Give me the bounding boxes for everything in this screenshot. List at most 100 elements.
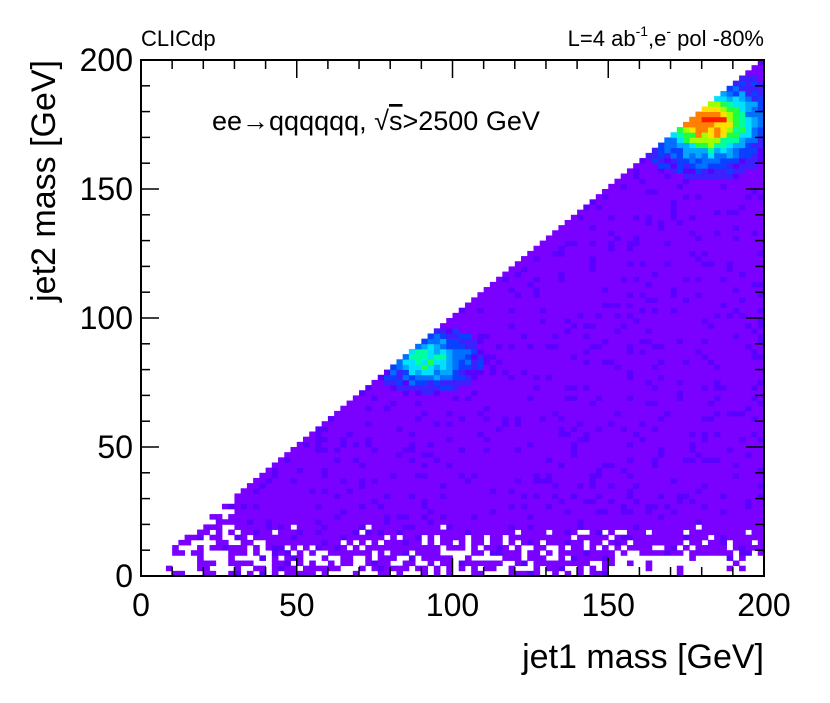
heatmap-cell: [664, 493, 671, 499]
heatmap-cell: [707, 447, 715, 453]
heatmap-cell: [440, 348, 447, 355]
heatmap-cell: [732, 416, 740, 422]
heatmap-cell: [608, 364, 615, 370]
heatmap-cell: [464, 390, 472, 396]
heatmap-cell: [670, 312, 678, 319]
heatmap-cell: [739, 142, 746, 149]
heatmap-cell: [745, 168, 752, 174]
heatmap-cell: [458, 539, 466, 546]
heatmap-cell: [676, 483, 684, 489]
heatmap-cell: [658, 539, 665, 546]
heatmap-cell: [645, 287, 653, 293]
heatmap-cell: [290, 472, 298, 479]
heatmap-cell: [651, 514, 659, 520]
heatmap-cell: [651, 410, 659, 417]
heatmap-cell: [689, 405, 696, 412]
heatmap-cell: [739, 106, 746, 112]
heatmap-cell: [689, 550, 696, 556]
heatmap-cell: [726, 281, 734, 288]
heatmap-cell: [670, 281, 678, 288]
heatmap-cell: [757, 183, 765, 190]
heatmap-cell: [714, 178, 721, 185]
heatmap-cell: [533, 545, 541, 551]
heatmap-cell: [408, 395, 416, 401]
heatmap-cell: [564, 447, 572, 453]
heatmap-cell: [527, 447, 534, 453]
heatmap-cell: [639, 276, 647, 283]
heatmap-cell: [614, 302, 622, 309]
heatmap-cell: [377, 405, 385, 412]
heatmap-cell: [440, 343, 447, 350]
heatmap-cell: [651, 364, 659, 370]
heatmap-cell: [421, 477, 428, 484]
heatmap-cell: [714, 101, 721, 107]
heatmap-cell: [570, 539, 578, 546]
heatmap-cell: [689, 431, 696, 438]
heatmap-cell: [315, 477, 323, 484]
heatmap-cell: [751, 508, 759, 515]
heatmap-cell: [253, 545, 260, 551]
heatmap-cell: [614, 416, 622, 422]
heatmap-cell: [383, 483, 391, 489]
heatmap-cell: [726, 395, 734, 401]
heatmap-cell: [620, 348, 628, 355]
heatmap-cell: [720, 137, 728, 143]
heatmap-cell: [626, 219, 634, 226]
heatmap-cell: [440, 426, 447, 432]
heatmap-cell: [352, 570, 360, 577]
heatmap-cell: [521, 400, 528, 407]
heatmap-cell: [452, 431, 460, 438]
heatmap-cell: [408, 503, 416, 510]
heatmap-cell: [545, 256, 553, 262]
heatmap-cell: [683, 390, 690, 396]
heatmap-cell: [383, 467, 391, 474]
heatmap-cell: [695, 534, 703, 541]
heatmap-cell: [633, 421, 640, 427]
heatmap-cell: [440, 462, 447, 469]
heatmap-cell: [664, 338, 671, 345]
heatmap-cell: [732, 410, 740, 417]
heatmap-cell: [620, 214, 628, 221]
heatmap-cell: [620, 421, 628, 427]
heatmap-cell: [228, 570, 235, 577]
heatmap-cell: [383, 374, 391, 381]
heatmap-cell: [458, 534, 466, 541]
heatmap-cell: [570, 405, 578, 412]
heatmap-cell: [545, 416, 553, 422]
heatmap-cell: [570, 250, 578, 257]
heatmap-cell: [701, 405, 709, 412]
heatmap-cell: [352, 534, 360, 541]
heatmap-cell: [514, 493, 522, 499]
heatmap-cell: [458, 405, 466, 412]
heatmap-cell: [265, 477, 273, 484]
heatmap-cell: [745, 96, 752, 102]
heatmap-cell: [670, 369, 678, 376]
heatmap-cell: [720, 369, 728, 376]
heatmap-cell: [732, 534, 740, 541]
heatmap-cell: [583, 405, 590, 412]
heatmap-cell: [421, 555, 428, 561]
heatmap-cell: [670, 137, 678, 143]
heatmap-cell: [508, 343, 516, 350]
heatmap-cell: [620, 225, 628, 231]
heatmap-cell: [290, 570, 298, 577]
heatmap-cell: [377, 488, 385, 494]
heatmap-cell: [589, 410, 597, 417]
heatmap-cell: [676, 204, 684, 211]
heatmap-cell: [664, 431, 671, 438]
heatmap-cell: [602, 385, 609, 391]
heatmap-cell: [751, 302, 759, 309]
heatmap-cell: [558, 261, 566, 267]
heatmap-cell: [458, 447, 466, 453]
heatmap-cell: [446, 452, 453, 458]
heatmap-cell: [502, 343, 509, 350]
heatmap-cell: [390, 441, 397, 448]
heatmap-cell: [570, 302, 578, 309]
heatmap-cell: [471, 447, 478, 453]
heatmap-cell: [533, 271, 541, 278]
heatmap-cell: [757, 292, 765, 298]
heatmap-cell: [496, 436, 503, 443]
heatmap-cell: [539, 318, 547, 324]
heatmap-cell: [583, 447, 590, 453]
heatmap-cell: [614, 178, 622, 185]
